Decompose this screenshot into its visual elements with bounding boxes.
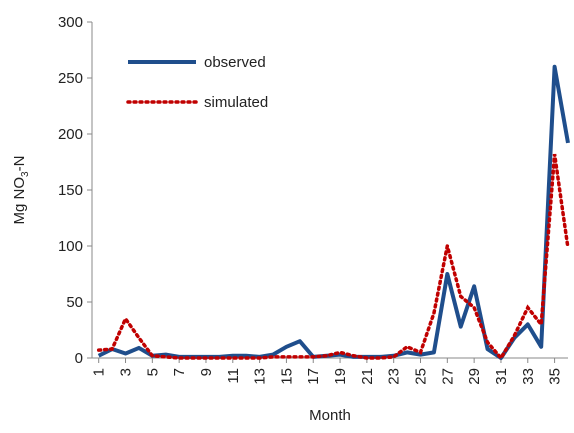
y-tick-label: 100 <box>58 238 83 255</box>
x-tick-label: 15 <box>278 368 295 385</box>
y-label-part: -N <box>11 156 28 172</box>
x-tick-label: 21 <box>359 368 376 385</box>
y-tick-label: 150 <box>58 182 83 199</box>
x-tick-label: 35 <box>547 368 564 385</box>
x-tick-label: 3 <box>118 368 135 376</box>
x-tick-label: 27 <box>439 368 456 385</box>
y-tick-label: 50 <box>66 294 83 311</box>
y-label-sub: 3 <box>20 171 31 177</box>
x-tick-label: 33 <box>520 368 537 385</box>
x-tick-label: 25 <box>413 368 430 385</box>
x-tick-label: 11 <box>225 368 242 384</box>
legend-label: simulated <box>204 94 268 111</box>
series-line <box>97 64 570 360</box>
x-tick-label: 1 <box>91 368 108 376</box>
x-tick-label: 29 <box>466 368 483 385</box>
x-tick-label: 19 <box>332 368 349 385</box>
x-tick-label: 5 <box>144 368 161 376</box>
x-axis-label: Month <box>309 407 351 424</box>
x-tick-label: 13 <box>252 368 269 385</box>
y-tick-label: 200 <box>58 126 83 143</box>
x-tick-label: 7 <box>171 368 188 376</box>
y-tick-label: 0 <box>75 350 83 367</box>
series-line <box>96 153 570 361</box>
x-tick-label: 17 <box>305 368 322 385</box>
x-tick-label: 31 <box>493 368 510 385</box>
y-axis-label: Mg NO3-N <box>11 156 31 225</box>
y-tick-label: 250 <box>58 70 83 87</box>
y-label-part: Mg NO <box>11 177 28 225</box>
y-tick-label: 300 <box>58 14 83 31</box>
x-tick-label: 23 <box>386 368 403 385</box>
legend-label: observed <box>204 54 266 71</box>
x-tick-label: 9 <box>198 368 215 376</box>
